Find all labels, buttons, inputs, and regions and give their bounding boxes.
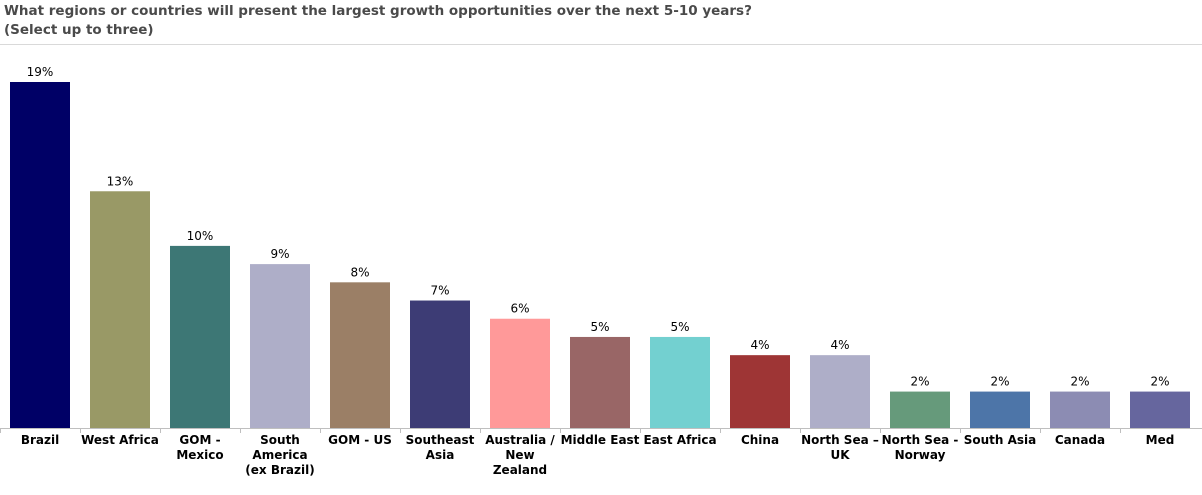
category-label-12: South Asia (964, 433, 1037, 447)
bar-4 (330, 282, 390, 428)
category-label-10: North Sea – UK (801, 433, 879, 462)
bar-9 (730, 355, 790, 428)
data-label-2: 10% (187, 229, 214, 243)
data-label-9: 4% (750, 338, 769, 352)
category-label-7: Middle East (561, 433, 640, 447)
data-label-1: 13% (107, 174, 134, 188)
chart-title-line1: What regions or countries will present t… (4, 3, 752, 19)
category-label-2: GOM -Mexico (176, 433, 223, 462)
bars-group (10, 82, 1190, 428)
bar-3 (250, 264, 310, 428)
data-label-8: 5% (670, 320, 689, 334)
category-label-8: East Africa (643, 433, 716, 447)
data-label-4: 8% (350, 265, 369, 279)
category-label-1: West Africa (81, 433, 159, 447)
data-label-14: 2% (1150, 375, 1169, 389)
category-label-9: China (741, 433, 779, 447)
bar-0 (10, 82, 70, 428)
category-labels-group: Brazil West Africa GOM -Mexico South America… (21, 433, 1175, 477)
data-label-5: 7% (430, 284, 449, 298)
bar-7 (570, 336, 630, 428)
chart-title-line2: (Select up to three) (4, 22, 154, 38)
data-label-6: 6% (510, 302, 529, 316)
bar-6 (490, 318, 550, 428)
data-label-11: 2% (910, 375, 929, 389)
category-label-11: North Sea -Norway (882, 433, 959, 462)
category-label-6: Australia / New Zealand (485, 433, 555, 477)
data-label-12: 2% (990, 375, 1009, 389)
x-axis-ticks (0, 428, 1121, 433)
category-label-13: Canada (1055, 433, 1105, 447)
data-label-0: 19% (27, 65, 54, 79)
bar-14 (1130, 391, 1190, 428)
bar-1 (90, 191, 150, 428)
data-labels-group: 19% 13% 10% 9% 8% 7% 6% 5% 5% 4% 4% 2% 2% 2% 2% (27, 65, 1170, 389)
category-label-3: South America (ex Brazil) (245, 433, 314, 477)
bar-5 (410, 300, 470, 428)
category-label-4: GOM - US (328, 433, 392, 447)
bar-12 (970, 391, 1030, 428)
data-label-7: 5% (590, 320, 609, 334)
bar-8 (650, 336, 710, 428)
category-label-5: Southeast Asia (406, 433, 475, 462)
bar-13 (1050, 391, 1110, 428)
data-label-13: 2% (1070, 375, 1089, 389)
data-label-10: 4% (830, 338, 849, 352)
title-divider (0, 44, 1202, 45)
category-label-0: Brazil (21, 433, 59, 447)
bar-11 (890, 391, 950, 428)
category-label-14: Med (1146, 433, 1175, 447)
data-label-3: 9% (270, 247, 289, 261)
bar-10 (810, 355, 870, 428)
chart-title: What regions or countries will present t… (4, 2, 752, 40)
bar-2 (170, 245, 230, 428)
